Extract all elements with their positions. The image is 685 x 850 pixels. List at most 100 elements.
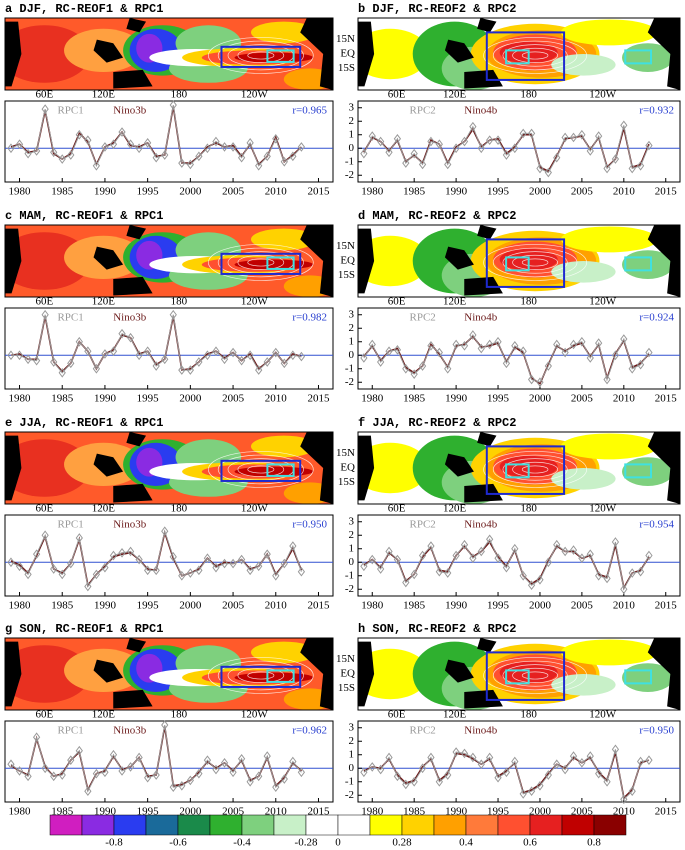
point-marker <box>620 334 628 344</box>
point-marker <box>118 766 126 776</box>
land <box>477 432 497 447</box>
point-marker <box>595 768 603 779</box>
y-tick-label: 0 <box>349 556 355 568</box>
point-marker <box>469 752 477 763</box>
point-marker <box>237 355 246 366</box>
point-marker <box>402 577 410 588</box>
point-marker <box>620 120 628 131</box>
x-tick-label: 2010 <box>265 186 288 198</box>
x-tick-label: 2010 <box>265 806 288 818</box>
point-marker <box>101 562 109 573</box>
point-marker <box>435 139 443 150</box>
legend-label: Nino4b <box>464 519 498 531</box>
point-marker <box>178 365 186 375</box>
point-marker <box>15 350 24 361</box>
map-lat-label: 15N <box>336 240 355 252</box>
point-marker <box>109 346 118 357</box>
point-marker <box>553 152 561 163</box>
x-tick-label: 1995 <box>487 186 510 198</box>
region-box <box>266 669 295 683</box>
map-field <box>551 54 616 76</box>
point-marker <box>280 558 288 569</box>
colorbar-cell <box>497 814 531 836</box>
point-marker <box>620 584 628 595</box>
point-marker <box>118 127 126 137</box>
point-marker <box>75 336 83 347</box>
x-tick-label: 2000 <box>179 600 202 612</box>
map-lat-label: 15N <box>336 653 355 665</box>
contour <box>237 254 285 270</box>
point-marker <box>135 752 143 763</box>
point-marker <box>360 353 368 363</box>
contour <box>521 671 549 680</box>
point-marker <box>41 763 49 774</box>
point-marker <box>494 772 502 783</box>
point-marker <box>402 158 410 168</box>
point-marker <box>536 377 544 388</box>
point-marker <box>152 565 160 576</box>
point-marker <box>527 128 536 139</box>
point-marker <box>67 150 75 160</box>
land <box>93 659 124 683</box>
x-tick-label: 1995 <box>487 600 510 612</box>
point-marker <box>212 136 220 147</box>
map-lon-label: 180 <box>520 89 537 101</box>
land <box>647 432 680 504</box>
contour <box>492 40 578 71</box>
point-marker <box>360 148 368 159</box>
point-marker <box>435 347 443 358</box>
point-marker <box>460 748 469 759</box>
point-marker <box>178 780 186 791</box>
point-marker <box>178 570 186 581</box>
point-marker <box>58 569 66 580</box>
point-marker <box>229 142 237 152</box>
point-marker <box>237 152 246 163</box>
map-field <box>560 433 658 460</box>
point-marker <box>544 770 552 780</box>
y-tick-label: 3 <box>349 101 355 113</box>
point-marker <box>220 354 229 365</box>
point-marker <box>477 143 485 154</box>
map-lon-label: 60E <box>35 503 53 515</box>
point-marker <box>84 346 92 357</box>
point-marker <box>297 767 306 778</box>
contour <box>502 664 568 687</box>
y-tick-label: -1 <box>345 155 354 167</box>
map-lon-label: 120E <box>92 709 116 721</box>
colorbar-cell <box>49 814 83 836</box>
point-marker <box>75 533 83 543</box>
point-marker <box>67 755 75 765</box>
map-field <box>5 645 91 703</box>
annotation: r=0.982 <box>292 312 327 324</box>
legend-label: Nino3b <box>113 105 146 117</box>
x-tick-label: 2015 <box>307 806 330 818</box>
region-box <box>505 669 530 685</box>
map <box>358 225 680 297</box>
point-marker <box>289 151 297 162</box>
map-field <box>5 232 91 290</box>
x-tick-label: 1990 <box>445 806 468 818</box>
land <box>464 483 503 503</box>
point-marker <box>511 340 519 351</box>
point-marker <box>126 139 135 150</box>
colorbar-label: 0.8 <box>587 837 601 849</box>
point-marker <box>628 163 636 174</box>
contour <box>512 461 558 477</box>
map-lat-label: 15N <box>336 447 355 459</box>
map-lon-label: 120E <box>443 709 467 721</box>
map-lat-label: EQ <box>340 255 355 267</box>
point-marker <box>360 561 368 572</box>
point-marker <box>385 752 393 763</box>
land <box>647 225 680 297</box>
point-marker <box>636 566 645 577</box>
map-field <box>358 28 429 80</box>
point-marker <box>32 146 41 156</box>
map-field <box>551 261 616 283</box>
point-marker <box>272 570 280 581</box>
land <box>93 246 124 270</box>
chart-frame <box>4 100 334 183</box>
map <box>358 638 680 710</box>
point-marker <box>645 140 653 151</box>
land <box>93 453 124 477</box>
point-marker <box>519 346 527 357</box>
